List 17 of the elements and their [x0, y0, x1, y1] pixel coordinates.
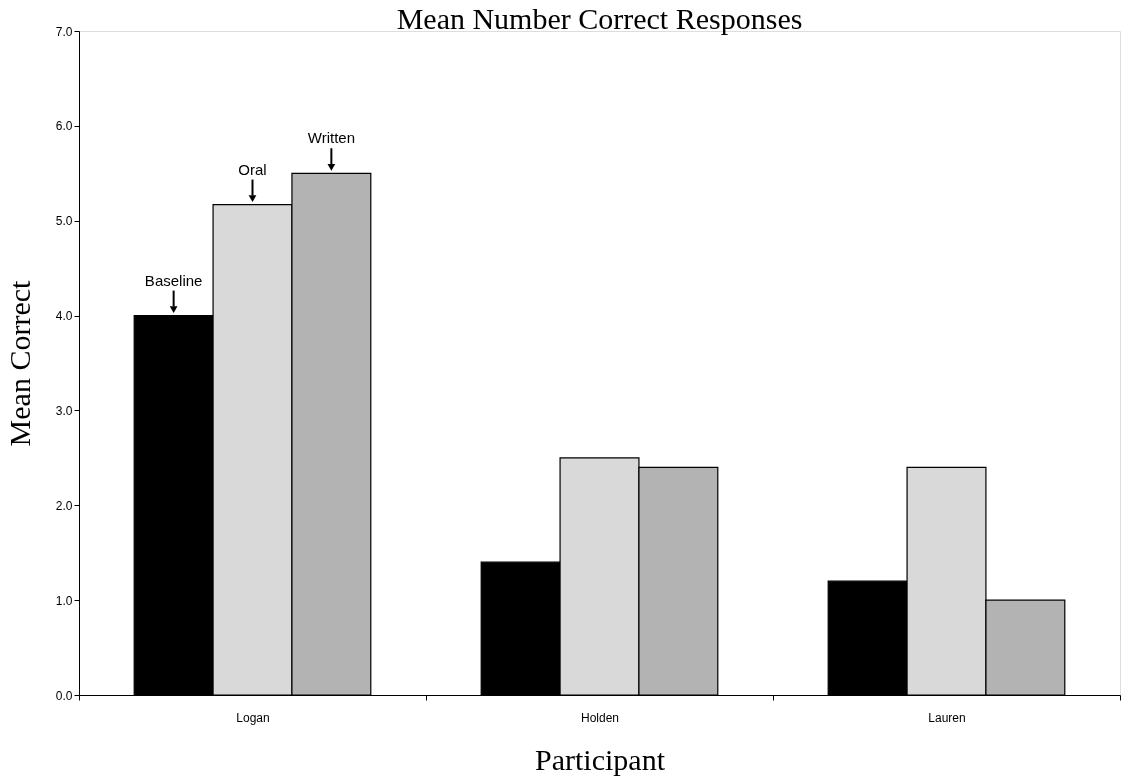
x-tick-label: Lauren	[928, 710, 966, 725]
x-tick-label: Holden	[580, 710, 620, 725]
x-tick-label: Logan	[236, 710, 270, 725]
chart-title: Mean Number Correct Responses	[396, 2, 803, 35]
y-axis-title: Mean Correct	[2, 279, 36, 447]
y-tick-label: 0.0	[55, 688, 73, 703]
y-tick-label: 1.0	[55, 593, 73, 608]
y-tick-label: 6.0	[55, 119, 73, 134]
y-tick-label: 5.0	[55, 214, 73, 229]
y-tick-label: 7.0	[55, 24, 73, 39]
series-label: Oral	[238, 160, 267, 178]
y-tick-label: 3.0	[55, 403, 73, 418]
series-label: Written	[307, 129, 355, 147]
series-label: Baseline	[144, 271, 203, 289]
y-tick-label: 2.0	[55, 498, 73, 513]
y-tick-label: 4.0	[55, 309, 73, 324]
x-axis-title: Participant	[535, 742, 666, 776]
